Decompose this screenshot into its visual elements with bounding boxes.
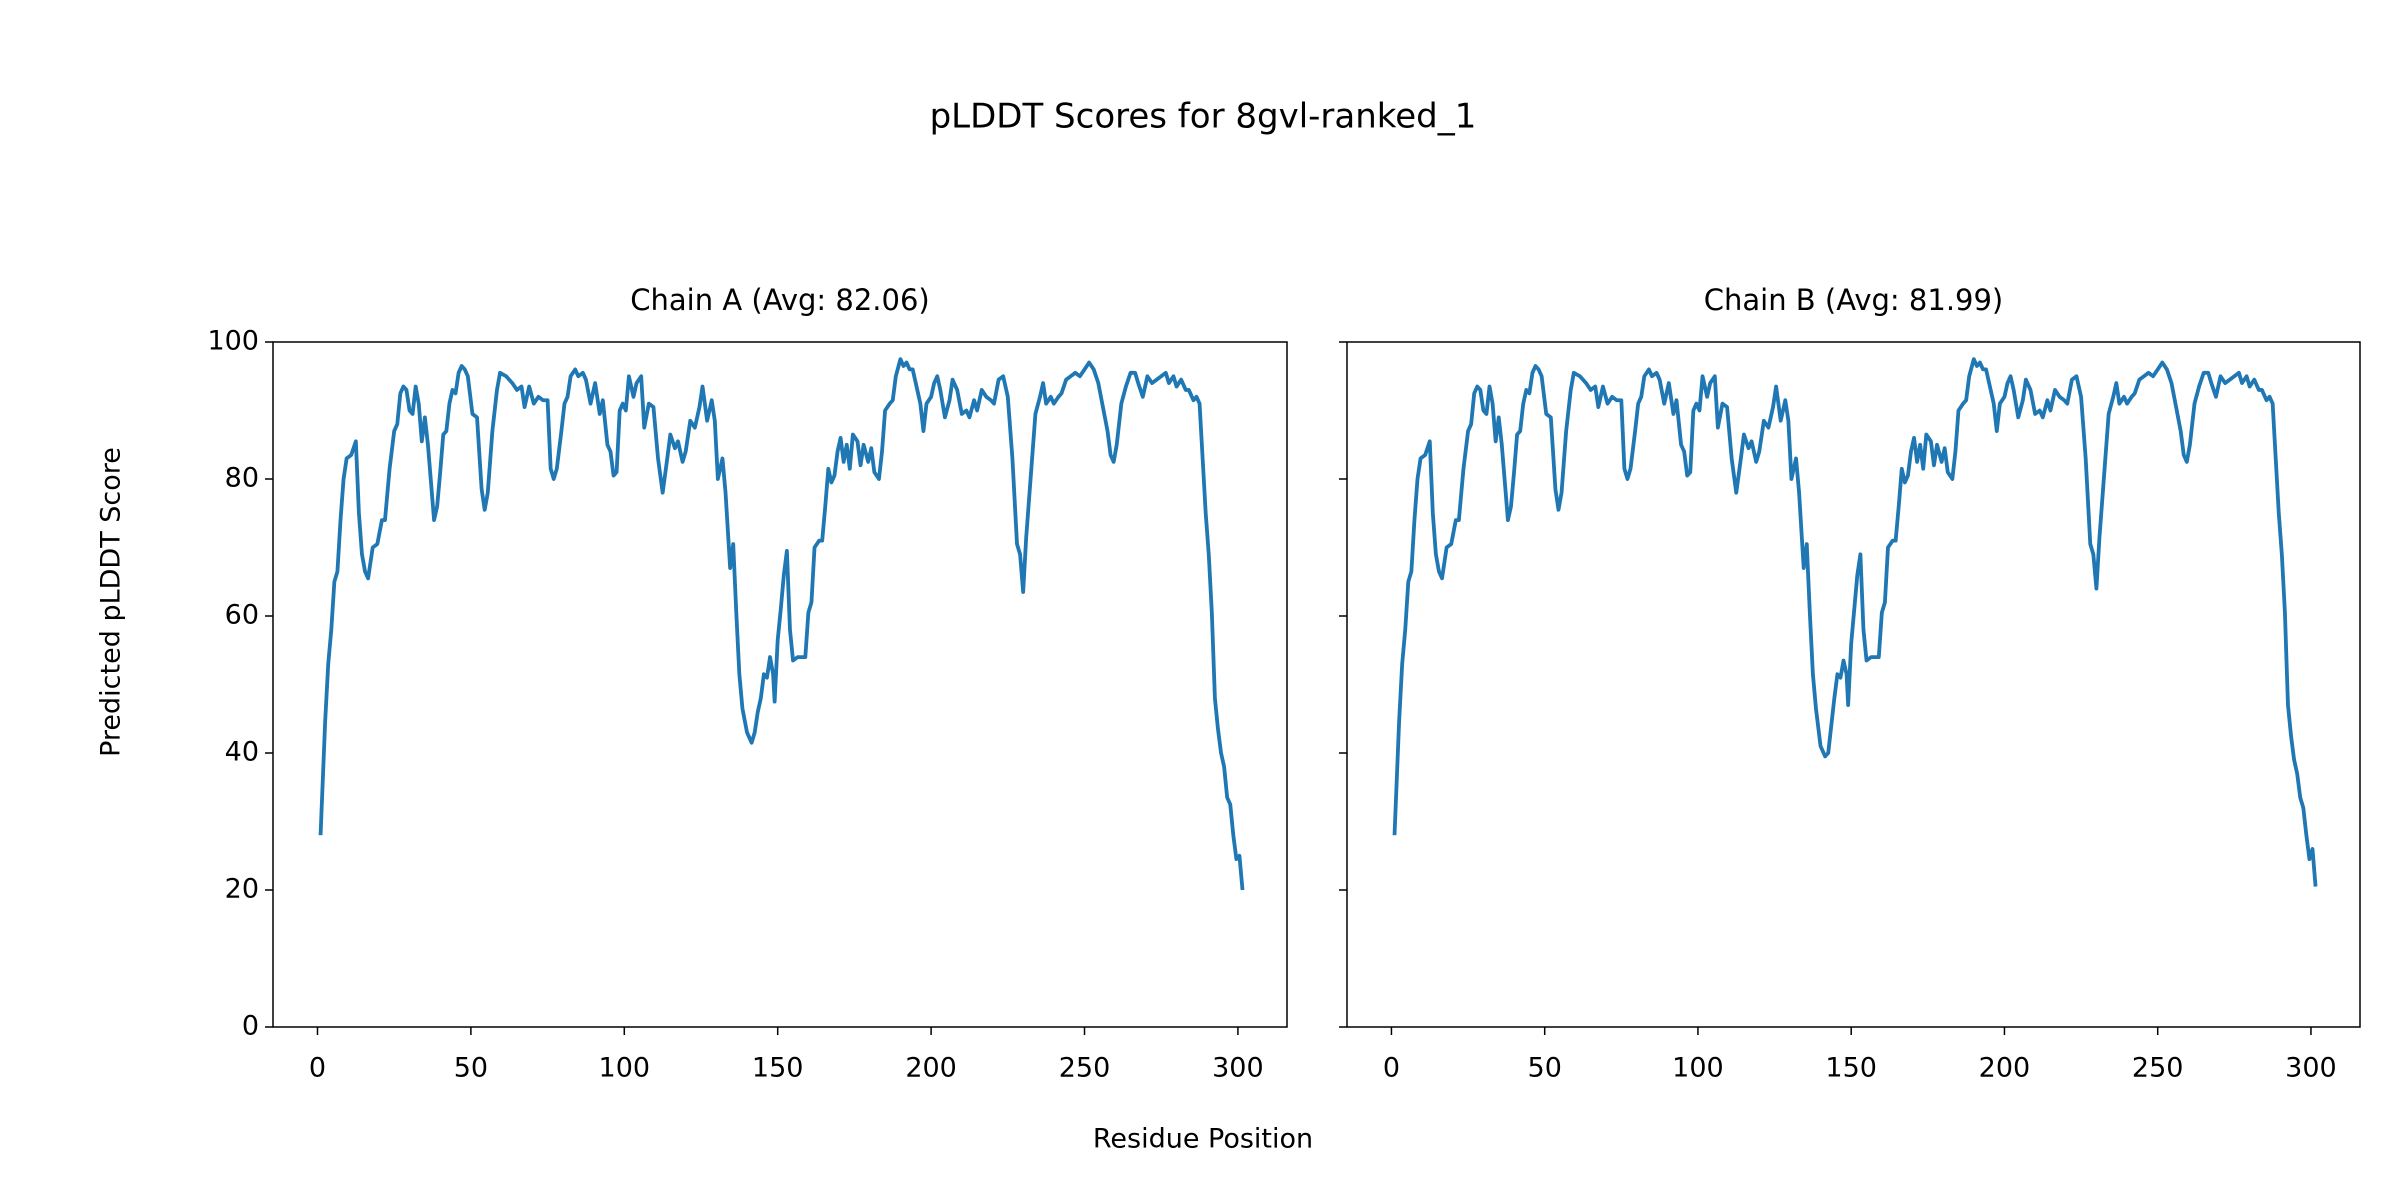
x-tick-label: 100 <box>599 1053 651 1084</box>
x-tick-label: 150 <box>752 1053 804 1084</box>
x-tick-label: 50 <box>1528 1053 1562 1084</box>
x-tick-label: 300 <box>2285 1053 2337 1084</box>
x-tick-label: 150 <box>1825 1053 1877 1084</box>
x-tick-label: 300 <box>1212 1053 1264 1084</box>
y-tick-label: 100 <box>207 326 259 357</box>
y-tick-label: 0 <box>242 1011 259 1042</box>
y-tick-label: 20 <box>225 874 259 905</box>
x-tick-label: 50 <box>454 1053 488 1084</box>
x-tick-label: 250 <box>2132 1053 2184 1084</box>
x-tick-label: 0 <box>309 1053 326 1084</box>
subplot-title: Chain A (Avg: 82.06) <box>630 283 929 317</box>
figure-title: pLDDT Scores for 8gvl-ranked_1 <box>930 97 1477 137</box>
x-tick-label: 200 <box>905 1053 957 1084</box>
x-tick-label: 250 <box>1059 1053 1111 1084</box>
y-axis-label: Predicted pLDDT Score <box>96 447 127 757</box>
subplot-title: Chain B (Avg: 81.99) <box>1704 283 2004 317</box>
y-tick-label: 40 <box>225 737 259 768</box>
y-tick-label: 80 <box>225 463 259 494</box>
x-tick-label: 200 <box>1979 1053 2031 1084</box>
x-tick-label: 100 <box>1672 1053 1724 1084</box>
data-line <box>318 357 1245 891</box>
axes-frame <box>272 341 1288 1028</box>
data-line <box>1392 357 2318 887</box>
x-tick-label: 0 <box>1383 1053 1400 1084</box>
axes-frame <box>1346 341 2361 1028</box>
y-tick-label: 60 <box>225 600 259 631</box>
x-axis-label: Residue Position <box>1093 1124 1313 1155</box>
